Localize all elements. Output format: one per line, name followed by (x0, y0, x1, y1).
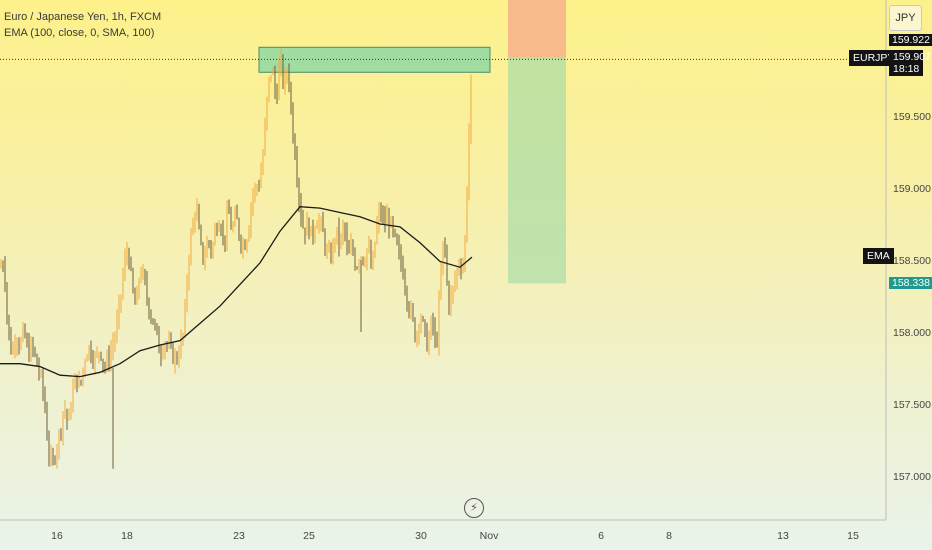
y-tick-label: 159.000 (893, 183, 931, 195)
legend: Euro / Japanese Yen, 1h, FXCM EMA (100, … (4, 9, 161, 41)
currency-button[interactable]: JPY (889, 5, 922, 31)
y-tick-label: 157.000 (893, 471, 931, 483)
y-tick-label: 157.500 (893, 399, 931, 411)
x-tick-label: 23 (233, 530, 245, 542)
x-tick-label: 8 (666, 530, 672, 542)
x-tick-label: 25 (303, 530, 315, 542)
ema-line (0, 206, 473, 378)
zone-rect[interactable] (258, 46, 491, 73)
countdown-value: 18:18 (893, 63, 920, 75)
take-profit-zone[interactable] (508, 57, 566, 284)
x-tick-label: 6 (598, 530, 604, 542)
y-tick-label: 158.500 (893, 255, 931, 267)
candles (0, 48, 472, 469)
last-price-tag: 159.907 18:18 (889, 50, 931, 76)
target-price-tag: 158.338 (889, 277, 932, 289)
lightning-icon[interactable]: ⚡ (464, 498, 484, 518)
last-price-value: 159.907 (893, 51, 931, 63)
x-tick-label: Nov (480, 530, 499, 542)
x-tick-label: 16 (51, 530, 63, 542)
y-tick-label: 159.500 (893, 111, 931, 123)
position-tool[interactable] (508, 0, 566, 284)
x-tick-label: 18 (121, 530, 133, 542)
resistance-zone[interactable] (258, 46, 491, 73)
x-tick-label: 13 (777, 530, 789, 542)
high-price-tag: 159.922 (889, 34, 932, 46)
ema-tag: EMA (863, 248, 894, 264)
indicator-title: EMA (100, close, 0, SMA, 100) (4, 27, 155, 39)
stop-loss-zone[interactable] (508, 0, 566, 58)
symbol-title: Euro / Japanese Yen, 1h, FXCM (4, 11, 162, 23)
x-axis: 16 18 23 25 30 Nov 6 8 13 15 (51, 530, 859, 542)
y-tick-label: 158.000 (893, 327, 931, 339)
symbol-tag: EURJPY (849, 50, 899, 66)
x-tick-label: 30 (415, 530, 427, 542)
x-tick-label: 15 (847, 530, 859, 542)
y-axis: 157.000 157.500 158.000 158.500 159.000 159.5… (893, 111, 931, 483)
